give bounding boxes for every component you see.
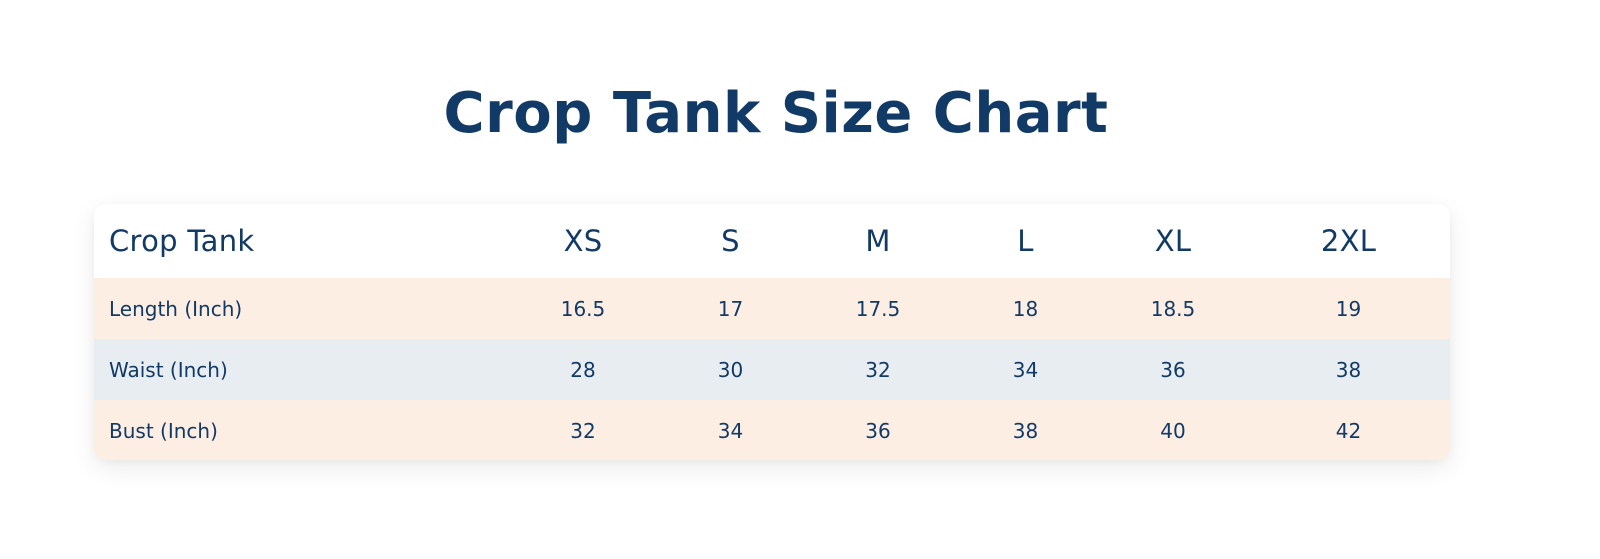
table-cell: 30	[717, 357, 744, 382]
table-row-length: Length (Inch) 16.5 17 17.5 18 18.5 19	[94, 278, 1450, 339]
size-chart-card: Crop Tank XS S M L XL 2XL Length (Inch) …	[94, 204, 1450, 460]
table-corner-label: Crop Tank	[109, 224, 255, 258]
size-header-s: S	[721, 224, 740, 258]
size-header-xs: XS	[563, 224, 603, 258]
table-cell: 19	[1335, 296, 1362, 321]
table-cell: 17.5	[855, 296, 901, 321]
table-cell: 42	[1335, 418, 1362, 443]
row-label: Bust (Inch)	[109, 418, 218, 443]
table-header-row: Crop Tank XS S M L XL 2XL	[94, 204, 1450, 278]
size-header-2xl: 2XL	[1320, 224, 1377, 258]
size-header-l: L	[1017, 224, 1034, 258]
table-row-bust: Bust (Inch) 32 34 36 38 40 42	[94, 400, 1450, 460]
table-cell: 16.5	[560, 296, 606, 321]
table-cell: 18	[1012, 296, 1039, 321]
page-title: Crop Tank Size Chart	[443, 81, 1109, 146]
table-cell: 38	[1335, 357, 1362, 382]
table-cell: 32	[865, 357, 891, 382]
table-cell: 32	[570, 418, 596, 443]
size-header-m: M	[865, 224, 891, 258]
size-chart-table: Crop Tank XS S M L XL 2XL Length (Inch) …	[94, 204, 1450, 460]
table-cell: 28	[570, 357, 596, 382]
table-cell: 34	[1012, 357, 1039, 382]
row-label: Length (Inch)	[109, 296, 243, 321]
table-cell: 40	[1160, 418, 1186, 443]
size-header-xl: XL	[1154, 224, 1192, 258]
table-cell: 38	[1012, 418, 1039, 443]
table-row-waist: Waist (Inch) 28 30 32 34 36 38	[94, 339, 1450, 400]
table-cell: 36	[1160, 357, 1186, 382]
table-cell: 18.5	[1150, 296, 1196, 321]
table-cell: 36	[865, 418, 891, 443]
row-label: Waist (Inch)	[109, 357, 228, 382]
table-cell: 17	[717, 296, 744, 321]
table-cell: 34	[717, 418, 744, 443]
